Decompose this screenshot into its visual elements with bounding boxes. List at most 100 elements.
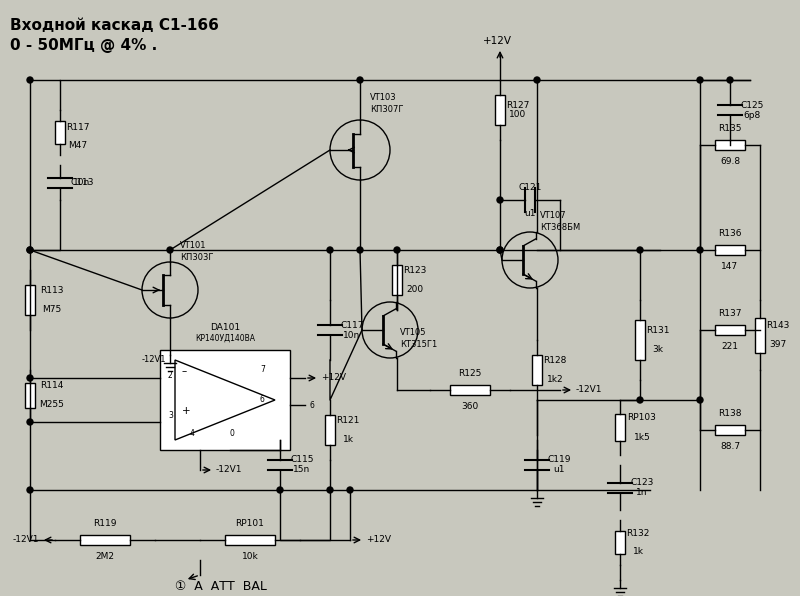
Bar — [160, 350, 290, 450]
Text: -12V1: -12V1 — [142, 355, 166, 364]
Text: КР140УД140ВА: КР140УД140ВА — [195, 334, 255, 343]
Text: –: – — [182, 366, 187, 376]
Text: R137: R137 — [718, 309, 742, 318]
Text: 1k5: 1k5 — [634, 433, 650, 442]
Bar — [325, 415, 335, 445]
Bar — [615, 531, 625, 554]
Text: VT107: VT107 — [540, 211, 566, 220]
Circle shape — [27, 375, 33, 381]
Bar — [450, 385, 490, 395]
Text: 147: 147 — [722, 262, 738, 271]
Text: М255: М255 — [39, 400, 65, 409]
Text: +12V: +12V — [366, 535, 391, 545]
Text: R143: R143 — [766, 321, 790, 330]
Circle shape — [637, 397, 643, 403]
Text: RP101: RP101 — [235, 519, 265, 528]
Text: R121: R121 — [336, 416, 360, 425]
Circle shape — [357, 247, 363, 253]
Circle shape — [497, 247, 503, 253]
Circle shape — [27, 247, 33, 253]
Circle shape — [637, 247, 643, 253]
Text: RP103: RP103 — [627, 414, 657, 423]
Text: 6: 6 — [310, 401, 315, 409]
Circle shape — [697, 77, 703, 83]
Text: R119: R119 — [94, 519, 117, 528]
Text: R125: R125 — [458, 369, 482, 378]
Text: 10n: 10n — [343, 331, 361, 340]
Text: 3: 3 — [168, 411, 173, 420]
Text: +12V: +12V — [482, 36, 511, 46]
Text: 2: 2 — [168, 371, 173, 380]
Text: +: + — [182, 406, 190, 416]
Text: 200: 200 — [406, 285, 423, 294]
Text: -12V1: -12V1 — [216, 465, 242, 474]
Text: u1: u1 — [554, 465, 565, 474]
Text: КТ368БМ: КТ368БМ — [540, 223, 580, 232]
Text: 1k: 1k — [342, 435, 354, 444]
Bar — [55, 121, 65, 144]
Text: C117: C117 — [340, 321, 364, 330]
Circle shape — [357, 77, 363, 83]
Text: ①  А  АТТ  ВАL: ① А АТТ ВАL — [175, 580, 267, 593]
Text: R135: R135 — [718, 124, 742, 133]
Text: R131: R131 — [646, 326, 670, 335]
Text: 69.8: 69.8 — [720, 157, 740, 166]
Bar — [80, 535, 130, 545]
Circle shape — [27, 419, 33, 425]
Text: R113: R113 — [40, 286, 64, 295]
Text: C115: C115 — [290, 455, 314, 464]
Circle shape — [27, 487, 33, 493]
Text: C123: C123 — [630, 478, 654, 487]
Circle shape — [167, 247, 173, 253]
Circle shape — [727, 77, 733, 83]
Circle shape — [497, 247, 503, 253]
Circle shape — [327, 487, 333, 493]
Bar — [715, 140, 745, 150]
Text: +12V: +12V — [321, 374, 346, 383]
Text: u1: u1 — [524, 210, 536, 219]
Bar — [532, 355, 542, 385]
Text: 4: 4 — [190, 429, 195, 438]
Text: 397: 397 — [770, 340, 786, 349]
Bar — [615, 414, 625, 441]
Circle shape — [394, 247, 400, 253]
Text: 1k: 1k — [633, 548, 643, 557]
Text: 3k: 3k — [653, 345, 663, 354]
Bar — [715, 325, 745, 335]
Circle shape — [697, 247, 703, 253]
Text: 360: 360 — [462, 402, 478, 411]
Bar — [495, 95, 505, 125]
Text: М75: М75 — [42, 305, 62, 314]
Text: C119: C119 — [547, 455, 570, 464]
Text: R114: R114 — [40, 381, 64, 390]
Text: R128: R128 — [543, 356, 566, 365]
Bar — [392, 265, 402, 295]
Text: 10n: 10n — [74, 178, 90, 187]
Text: R136: R136 — [718, 229, 742, 238]
Circle shape — [27, 77, 33, 83]
Bar — [715, 425, 745, 435]
Text: R127: R127 — [506, 101, 530, 110]
Circle shape — [347, 487, 353, 493]
Text: КП303Г: КП303Г — [180, 253, 214, 262]
Text: -12V1: -12V1 — [576, 386, 602, 395]
Text: -12V1: -12V1 — [13, 535, 39, 545]
Text: 1k2: 1k2 — [546, 375, 563, 384]
Text: C121: C121 — [518, 184, 542, 193]
Text: 15n: 15n — [294, 465, 310, 474]
Text: 0: 0 — [230, 429, 235, 438]
Text: 221: 221 — [722, 342, 738, 351]
Text: КТ315Г1: КТ315Г1 — [400, 340, 438, 349]
Text: 100: 100 — [510, 110, 526, 119]
Circle shape — [327, 247, 333, 253]
Bar — [25, 285, 35, 315]
Text: 10k: 10k — [242, 552, 258, 561]
Circle shape — [534, 77, 540, 83]
Circle shape — [697, 397, 703, 403]
Text: R117: R117 — [66, 123, 90, 132]
Text: C125: C125 — [740, 101, 764, 110]
Text: М47: М47 — [69, 141, 87, 150]
Circle shape — [277, 487, 283, 493]
Circle shape — [497, 197, 503, 203]
Bar — [755, 318, 765, 352]
